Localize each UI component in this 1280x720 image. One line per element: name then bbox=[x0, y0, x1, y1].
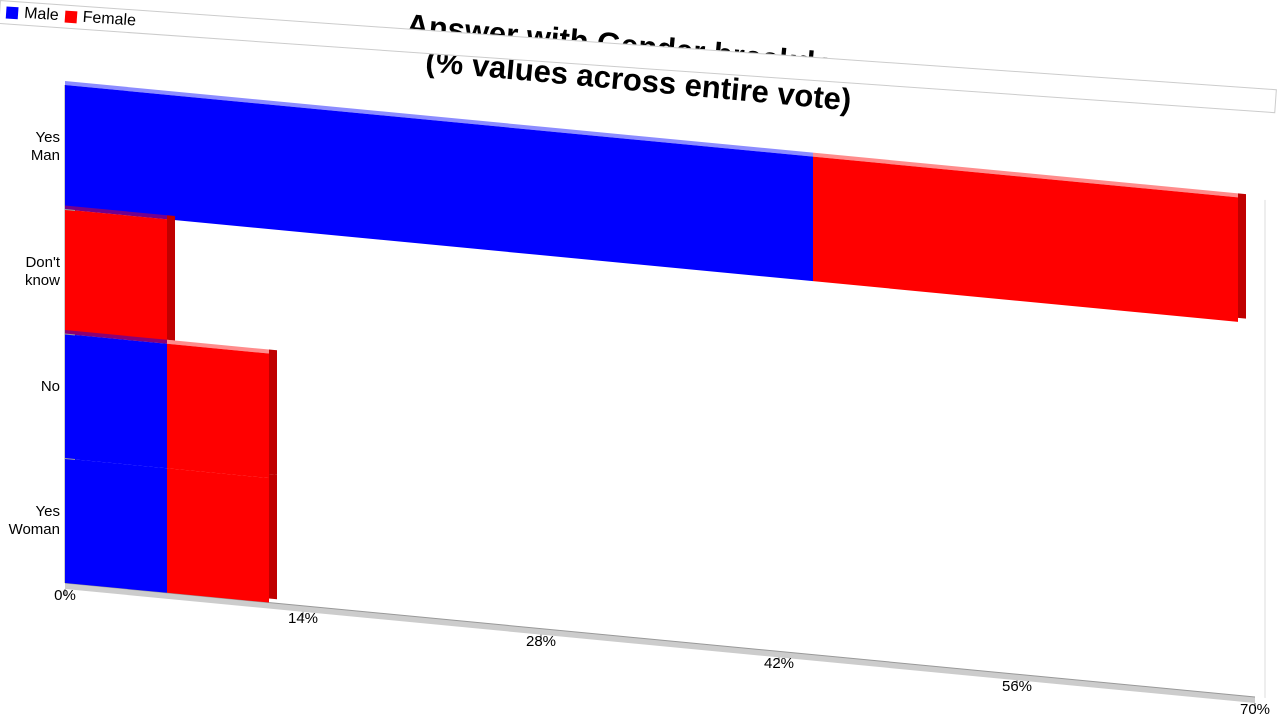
bar-side bbox=[167, 215, 175, 341]
plot-area bbox=[64, 81, 1266, 710]
category-separator bbox=[65, 333, 75, 336]
y-tick-label: Don't know bbox=[24, 253, 60, 289]
y-tick-label: Yes Woman bbox=[8, 502, 60, 538]
legend-label: Female bbox=[82, 8, 137, 30]
bar-top bbox=[167, 464, 269, 479]
y-tick-label: No bbox=[40, 378, 60, 396]
bar-top bbox=[65, 205, 167, 220]
x-tick-label: 56% bbox=[1001, 678, 1033, 696]
x-tick-label: 28% bbox=[525, 632, 557, 650]
x-tick-label: 14% bbox=[287, 609, 319, 627]
legend-item: Male bbox=[5, 3, 60, 25]
bar-side bbox=[1238, 193, 1246, 319]
bar-side bbox=[269, 474, 277, 600]
bar-top bbox=[65, 454, 167, 469]
legend-swatch bbox=[64, 10, 78, 24]
bar bbox=[167, 468, 269, 603]
legend-swatch bbox=[5, 6, 19, 20]
x-tick-label: 0% bbox=[54, 587, 76, 604]
x-tick-label: 42% bbox=[763, 655, 795, 673]
bar-top bbox=[813, 152, 1238, 198]
category-separator bbox=[65, 458, 75, 460]
bar bbox=[813, 156, 1238, 322]
bar bbox=[65, 458, 167, 593]
legend-label: Male bbox=[23, 4, 60, 25]
x-tick-label: 70% bbox=[1239, 701, 1271, 718]
bar-side bbox=[269, 349, 277, 475]
bar bbox=[65, 209, 167, 344]
floor bbox=[65, 583, 1255, 704]
bar-top bbox=[167, 339, 269, 354]
bar-top bbox=[65, 330, 167, 344]
bar bbox=[65, 334, 167, 469]
bar bbox=[167, 343, 269, 479]
category-separator bbox=[65, 209, 75, 211]
legend-item: Female bbox=[64, 8, 137, 31]
bar-top bbox=[65, 81, 813, 157]
y-tick-label: Yes Man bbox=[30, 129, 60, 165]
bar bbox=[65, 85, 813, 282]
